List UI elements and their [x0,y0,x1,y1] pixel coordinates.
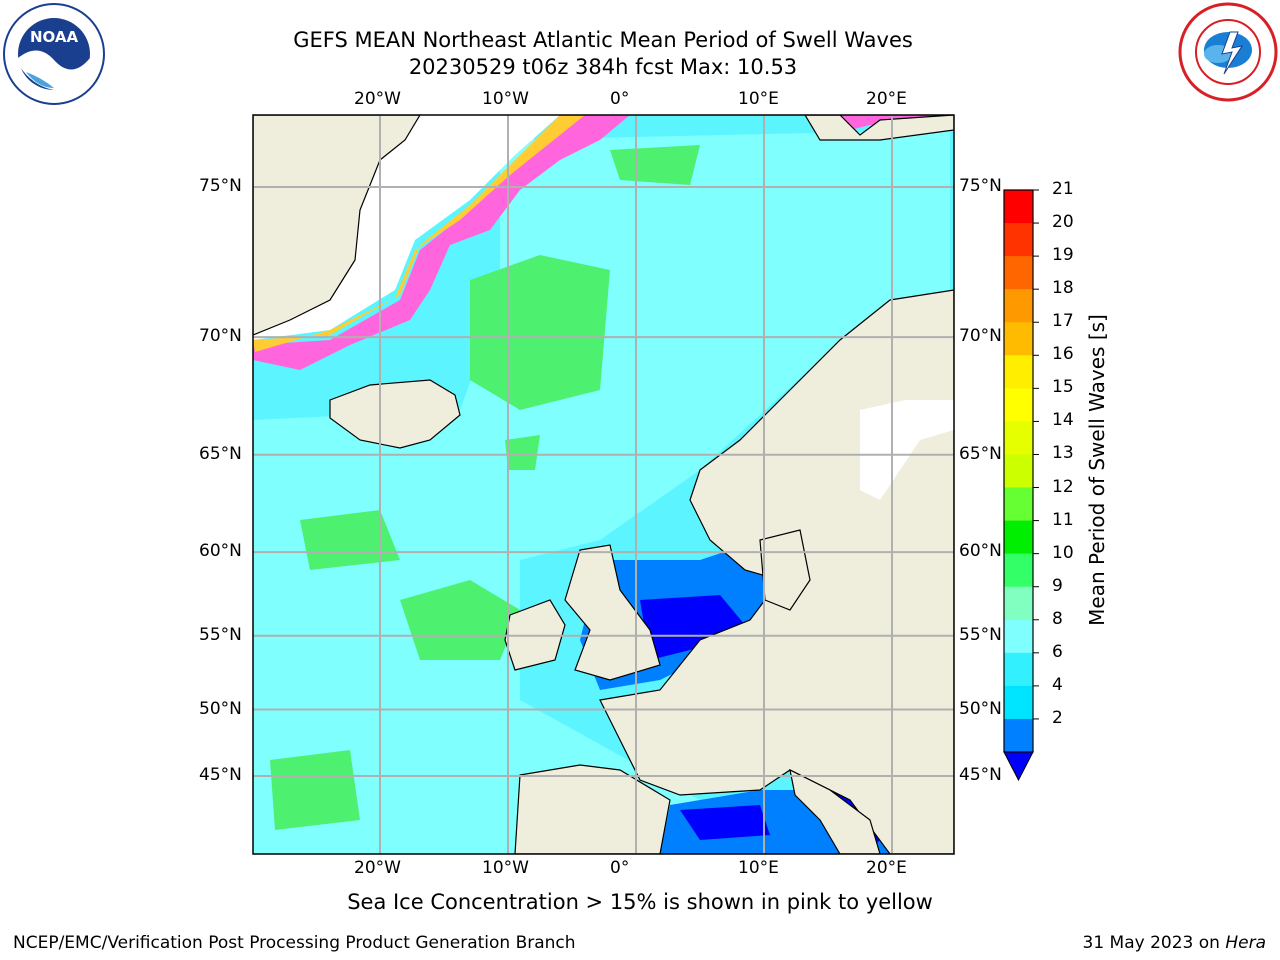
colorbar-tick-label: 15 [1052,377,1074,398]
chart-subtitle: 20230529 t06z 384h fcst Max: 10.53 [408,55,798,79]
sea-ice-edge [253,115,630,370]
colorbar-segment [1004,454,1033,489]
lat-tick-label-right: 60°N [959,541,1002,562]
lat-tick-label-right: 70°N [959,326,1002,347]
colorbar-tick-label: 21 [1052,179,1074,199]
swell-8-9s-area [253,130,950,854]
footer-organization: NCEP/EMC/Verification Post Processing Pr… [13,933,576,953]
lon-tick-label-bottom: 10°E [738,858,779,878]
colorbar-tick-label: 2 [1052,707,1063,728]
colorbar-segment [1004,190,1033,224]
colorbar-tick-label: 9 [1052,575,1063,596]
lat-tick-label-right: 75°N [959,176,1002,196]
iberia-land [514,764,671,854]
colorbar-segment [1004,652,1033,687]
colorbar-tick-label: 18 [1052,278,1074,299]
sea-ice-note: Sea Ice Concentration > 15% is shown in … [347,890,933,914]
lon-tick-label-bottom: 20°E [866,858,907,878]
colorbar-segment [1004,355,1033,389]
lat-tick-label-left: 55°N [199,624,242,645]
lon-tick-label-bottom: 0° [610,858,630,878]
map-gridlines [253,115,954,854]
colorbar-tick-label: 12 [1052,476,1074,497]
lon-tick-label-top: 0° [610,89,630,109]
colorbar-label: Mean Period of Swell Waves [s] [1085,314,1109,626]
footer-date-text: 31 May 2023 on [1082,933,1220,953]
colorbar-segment [1004,256,1033,290]
swell-9-10s-patch [610,145,700,185]
lon-tick-label-top: 20°W [354,89,401,109]
greenland-land [253,115,421,336]
colorbar-tick-label: 17 [1052,311,1074,332]
swell-9-10s-patch [270,750,360,830]
noaa-logo: NOAA [3,3,105,105]
italy-land [789,768,881,854]
chart-title: GEFS MEAN Northeast Atlantic Mean Period… [293,28,913,52]
colorbar-segment [1004,685,1033,720]
nws-logo [1178,2,1278,102]
colorbar-segment [1004,322,1033,356]
lat-tick-label-left: 70°N [199,326,242,347]
sea-ice-high-concentration [253,115,585,352]
lat-tick-label-left: 45°N [199,765,242,785]
lat-tick-label-right: 55°N [959,624,1002,645]
colorbar-tick-label: 19 [1052,245,1074,266]
lon-tick-label-top: 10°W [482,89,529,109]
lat-tick-label-right: 50°N [959,698,1002,719]
colorbar-segment [1004,487,1033,522]
lon-tick-label-top: 20°E [866,89,907,109]
lon-tick-label-bottom: 10°W [482,858,529,878]
colorbar-tick-label: 13 [1052,443,1074,464]
colorbar-tick-label: 8 [1052,608,1063,629]
north-sea-low-swell [640,595,745,660]
colorbar-tick-label: 14 [1052,410,1074,431]
colorbar-tick-label: 20 [1052,212,1074,233]
colorbar-segment [1004,388,1033,422]
colorbar-extend-arrow [1003,751,1034,782]
colorbar-segment [1004,619,1033,654]
lat-tick-label-left: 60°N [199,541,242,562]
noaa-logo-text: NOAA [30,28,79,46]
footer-date: 31 May 2023 on Hera [1083,933,1267,953]
colorbar [1003,189,1039,782]
lat-tick-label-left: 65°N [199,443,242,464]
swell-9-10s-patch [505,435,540,470]
lat-tick-label-left: 75°N [199,176,242,196]
colorbar-segment [1004,553,1033,588]
lat-tick-label-left: 50°N [199,698,242,719]
lon-tick-label-bottom: 20°W [354,858,401,878]
colorbar-segment [1004,421,1033,455]
colorbar-tick-label: 11 [1052,509,1074,530]
lon-tick-label-top: 10°E [738,89,779,109]
footer-host: Hera [1225,933,1266,953]
colorbar-segment [1004,586,1033,621]
colorbar-segment [1004,289,1033,323]
gulf-of-bothnia-nodata [860,400,954,500]
colorbar-frame [1003,189,1034,753]
colorbar-tick-label: 10 [1052,542,1074,563]
colorbar-tick-label: 16 [1052,344,1074,365]
colorbar-tick-label: 4 [1052,674,1063,695]
lat-tick-label-right: 45°N [959,765,1002,785]
swell-9-10s-patch [400,580,520,660]
colorbar-tick-label: 6 [1052,641,1063,662]
colorbar-segment [1004,718,1033,753]
colorbar-segment [1004,223,1033,257]
mediterranean-low-swell [680,805,770,840]
map-frame [252,114,955,855]
svalbard-land [804,115,954,141]
swell-9-10s-patch [300,510,400,570]
lat-tick-label-right: 65°N [959,443,1002,464]
colorbar-segment [1004,520,1033,555]
swell-9-10s-patch [470,255,610,410]
iceland-land [329,379,461,449]
